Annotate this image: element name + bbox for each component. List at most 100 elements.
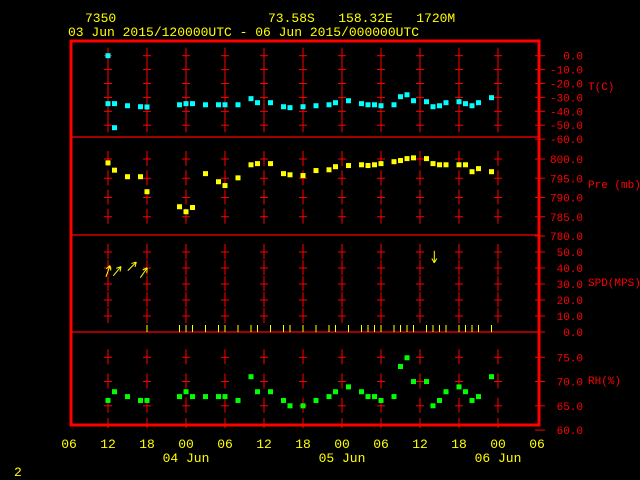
pressure-point bbox=[346, 163, 351, 169]
axis-tick-label: 20.0 bbox=[557, 296, 583, 308]
humidity-point bbox=[112, 389, 117, 395]
humidity-point bbox=[437, 397, 442, 403]
x-tick-label: 06 bbox=[217, 437, 233, 452]
wind-arrow bbox=[139, 267, 148, 279]
x-tick-label: 06 bbox=[529, 437, 545, 452]
pressure-point bbox=[287, 172, 293, 178]
axis-tick-label: 785.0 bbox=[550, 213, 583, 225]
axis-tick-label: -10.0 bbox=[550, 66, 583, 78]
temperature-point bbox=[411, 98, 416, 104]
temperature-point bbox=[125, 103, 130, 109]
humidity-point bbox=[125, 394, 130, 400]
humidity-point bbox=[268, 389, 273, 395]
humidity-point bbox=[365, 394, 371, 400]
x-tick-label: 12 bbox=[100, 437, 116, 452]
temperature-point bbox=[203, 102, 208, 108]
humidity-point bbox=[476, 394, 481, 400]
pressure-point bbox=[300, 173, 306, 179]
humidity-point bbox=[443, 389, 449, 395]
axis-tick-label: 800.0 bbox=[550, 155, 583, 167]
humidity-point bbox=[372, 394, 377, 400]
pressure-point bbox=[333, 164, 338, 170]
date-label: 04 Jun bbox=[163, 451, 210, 466]
axis-tick-label: -40.0 bbox=[550, 107, 583, 119]
wind-arrow-head bbox=[109, 265, 112, 271]
pressure-point bbox=[105, 160, 111, 166]
pressure-point bbox=[359, 162, 364, 168]
axis-tick-label: -30.0 bbox=[550, 93, 583, 105]
temperature-point bbox=[443, 100, 449, 106]
pressure-point bbox=[404, 156, 410, 162]
humidity-point bbox=[248, 374, 254, 380]
axis-tick-label: 50.0 bbox=[557, 248, 583, 260]
temperature-point bbox=[112, 125, 117, 131]
axis-tick-label: -50.0 bbox=[550, 121, 583, 133]
x-tick-label: 18 bbox=[139, 437, 155, 452]
temperature-point bbox=[326, 102, 332, 108]
axis-tick-label: -20.0 bbox=[550, 80, 583, 92]
humidity-point bbox=[346, 384, 351, 390]
pressure-point bbox=[456, 162, 462, 168]
pressure-point bbox=[313, 168, 319, 174]
axis-tick-label: 10.0 bbox=[557, 312, 583, 324]
pressure-point bbox=[125, 174, 130, 180]
humidity-point bbox=[469, 397, 475, 403]
data-marks bbox=[105, 53, 494, 409]
temperature-point bbox=[144, 104, 150, 110]
x-tick-label: 06 bbox=[373, 437, 389, 452]
pressure-point bbox=[235, 175, 241, 181]
humidity-point bbox=[333, 389, 338, 395]
temperature-point bbox=[300, 104, 306, 110]
pressure-point bbox=[430, 161, 436, 167]
axis-title-pressure: Pre (mb) bbox=[588, 180, 640, 192]
x-tick-label: 06 bbox=[61, 437, 77, 452]
date-label: 06 Jun bbox=[475, 451, 522, 466]
pressure-point bbox=[463, 162, 468, 168]
pressure-point bbox=[112, 167, 117, 173]
wind-arrow-head bbox=[116, 266, 122, 269]
humidity-point bbox=[313, 397, 319, 403]
humidity-point bbox=[424, 379, 429, 385]
time-period: 03 Jun 2015/120000UTC - 06 Jun 2015/0000… bbox=[68, 25, 419, 40]
temperature-point bbox=[359, 101, 364, 107]
axis-title-wind-speed: SPD(MPS) bbox=[588, 278, 640, 290]
humidity-point bbox=[391, 394, 397, 400]
axis-title-relative-humidity: RH(%) bbox=[588, 376, 621, 388]
station-id: 7350 bbox=[85, 11, 116, 26]
wind-arrow-head bbox=[105, 265, 111, 270]
temperature-point bbox=[430, 104, 436, 110]
pressure-point bbox=[177, 204, 182, 210]
temperature-point bbox=[190, 101, 195, 107]
temperature-point bbox=[365, 102, 371, 108]
humidity-point bbox=[300, 403, 306, 409]
temperature-point bbox=[281, 104, 286, 110]
temperature-point bbox=[463, 101, 468, 107]
temperature-point bbox=[346, 98, 351, 104]
x-tick-label: 00 bbox=[178, 437, 194, 452]
temperature-point bbox=[222, 102, 228, 108]
pressure-point bbox=[190, 205, 195, 211]
pressure-point bbox=[489, 169, 494, 175]
wind-arrow-head bbox=[142, 267, 148, 271]
page-number: 2 bbox=[14, 465, 22, 480]
wind-arrow bbox=[112, 266, 122, 277]
temperature-point bbox=[469, 103, 475, 109]
temperature-point bbox=[255, 100, 260, 106]
pressure-point bbox=[378, 161, 384, 167]
wind-arrow bbox=[105, 265, 112, 278]
pressure-point bbox=[411, 155, 416, 161]
wind-arrow-shaft bbox=[139, 267, 148, 279]
temperature-point bbox=[476, 100, 481, 106]
humidity-point bbox=[190, 394, 195, 400]
temperature-point bbox=[287, 105, 293, 111]
wind-arrow-head bbox=[433, 258, 438, 264]
wind-arrow-head bbox=[119, 266, 122, 272]
axis-tick-label: 70.0 bbox=[557, 378, 583, 390]
axis-tick-label: 0.0 bbox=[563, 328, 583, 340]
axis-tick-label: 30.0 bbox=[557, 280, 583, 292]
axis-tick-label: 0.0 bbox=[563, 52, 583, 64]
humidity-point bbox=[105, 397, 111, 403]
humidity-point bbox=[456, 384, 462, 390]
humidity-point bbox=[378, 397, 384, 403]
